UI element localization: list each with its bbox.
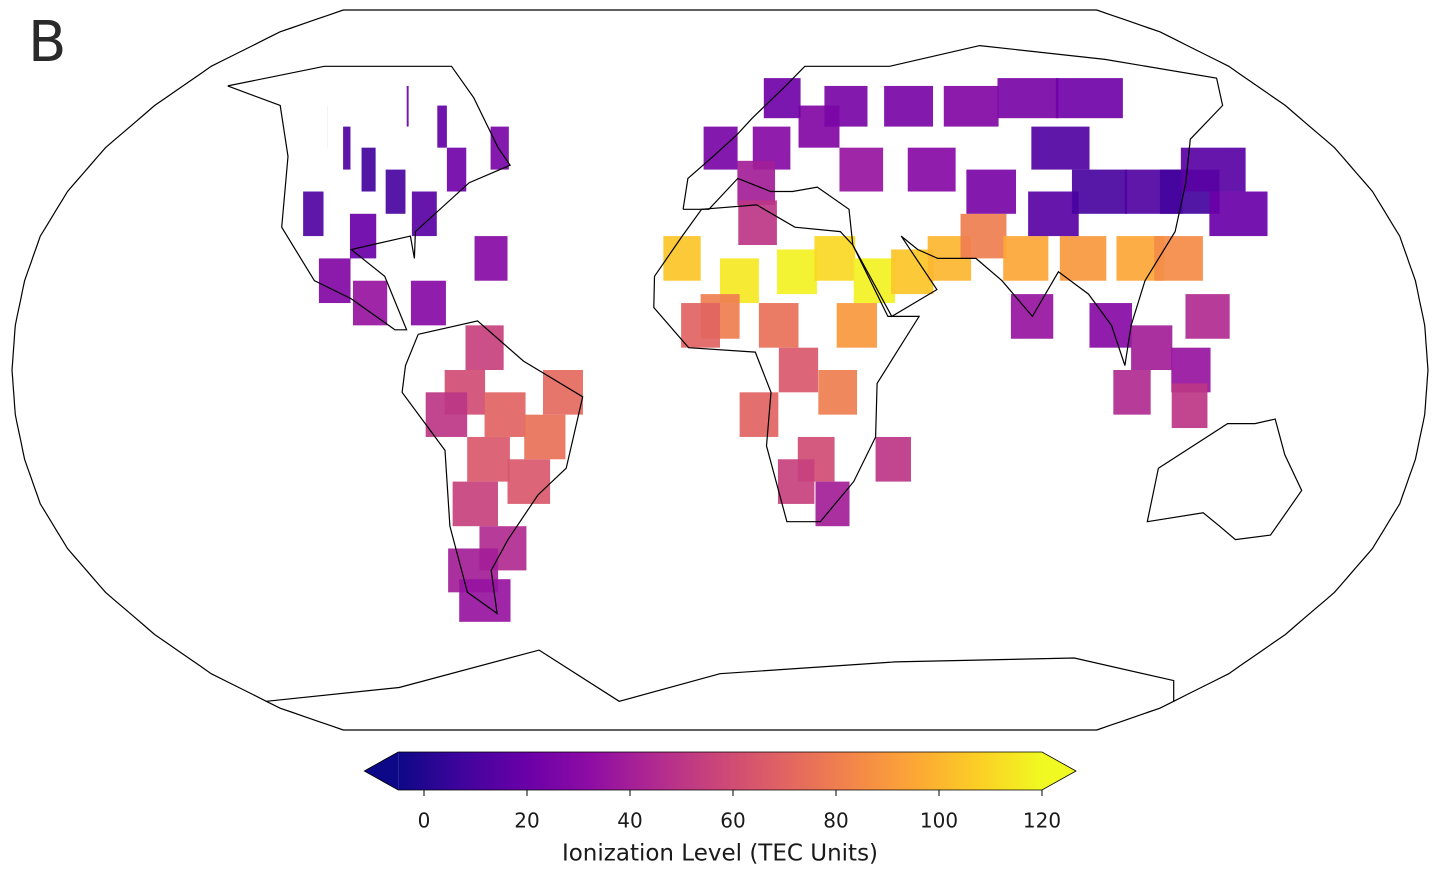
tec-cell (1059, 236, 1107, 281)
panel-label: B (28, 10, 66, 75)
colorbar-tick-label: 60 (720, 809, 745, 833)
tec-cell (490, 126, 509, 170)
tec-cell (474, 236, 508, 281)
tec-cell (943, 85, 999, 127)
tec-cell (907, 147, 956, 192)
tec-cell (853, 258, 896, 304)
tec-cell (524, 414, 566, 460)
coastline (682, 44, 1224, 366)
tec-cell (452, 481, 498, 527)
tec-cell (385, 169, 406, 214)
tec-cell (437, 105, 447, 148)
tec-cell (777, 249, 817, 295)
tec-cell (1180, 147, 1246, 192)
tec-cell (465, 325, 504, 370)
colorbar-tick-label: 40 (617, 809, 642, 833)
tec-cell (739, 392, 779, 437)
tec-cell (824, 85, 868, 127)
tec-cell (777, 459, 815, 504)
tec-cell (349, 213, 377, 259)
tec-cell (839, 147, 884, 192)
tec-cell (737, 160, 776, 205)
tec-cell (1113, 370, 1151, 415)
tec-cell (406, 85, 409, 127)
coastline (266, 649, 1175, 702)
tec-cell (758, 303, 799, 348)
tec-cell (663, 236, 701, 281)
colorbar-tick-label: 80 (823, 809, 848, 833)
tec-cell (303, 191, 324, 237)
tec-cell (467, 436, 510, 482)
tec-cell (343, 126, 351, 170)
tec-cell (778, 347, 819, 393)
tec-cell (1003, 236, 1049, 281)
tec-cell (1171, 383, 1208, 429)
colorbar-tick-label: 0 (418, 809, 431, 833)
ionization-cells (303, 78, 1268, 622)
tec-cell (763, 78, 801, 119)
tec-cell (446, 147, 467, 192)
colorbar-body (398, 752, 1042, 790)
tec-cell (507, 459, 551, 504)
tec-cell (818, 370, 858, 415)
tec-cell (884, 85, 934, 127)
tec-cell (891, 249, 934, 295)
tec-cell (1031, 126, 1090, 170)
colorbar-tick-label: 120 (1023, 809, 1061, 833)
colorbar-tick-label: 100 (920, 809, 958, 833)
tec-cell (1055, 78, 1123, 119)
tec-cell (997, 78, 1059, 119)
tec-cell (352, 280, 388, 326)
tec-cell (703, 126, 738, 170)
tec-cell (815, 481, 850, 527)
coastline (1146, 418, 1303, 541)
tec-cell (1185, 294, 1230, 339)
tec-cell (1131, 325, 1173, 370)
tec-cell (1071, 169, 1128, 214)
colorbar: 0 20 40 60 80 100 120 (363, 751, 1077, 833)
tec-cell (1209, 191, 1268, 237)
tec-cell (484, 392, 526, 437)
coastline (401, 320, 584, 615)
colorbar-extend-min (364, 752, 399, 790)
coastlines (227, 44, 1303, 702)
colorbar-extend-max (1042, 752, 1076, 790)
tec-cell (836, 303, 877, 348)
tec-cell (960, 213, 1007, 259)
colorbar-label: Ionization Level (TEC Units) (562, 841, 878, 867)
tec-cell (1154, 236, 1203, 281)
tec-cell (1028, 191, 1079, 237)
coastline (653, 204, 921, 523)
tec-cell (875, 436, 911, 482)
tec-cell (738, 200, 777, 246)
tec-cell (814, 236, 856, 281)
tec-cell (681, 303, 720, 348)
colorbar-tick-label: 20 (514, 809, 539, 833)
coastline (227, 65, 512, 331)
tec-cell (411, 191, 437, 237)
tec-cell (966, 169, 1017, 214)
tec-cell (410, 280, 446, 326)
tec-cell (361, 147, 376, 192)
map-boundary (11, 9, 1429, 731)
tec-cell (459, 579, 511, 622)
tec-cell (425, 392, 468, 437)
